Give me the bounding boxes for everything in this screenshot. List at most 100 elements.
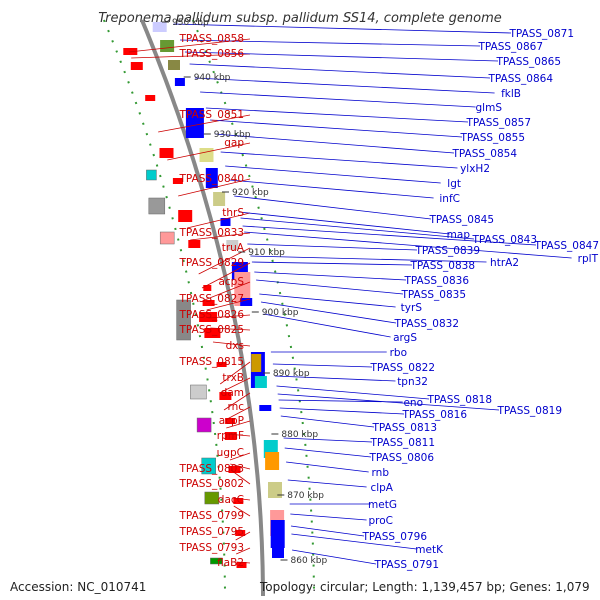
gene-label-dam: dam [221, 387, 244, 399]
connector-line [219, 361, 251, 385]
gene-label-htra2: htrA2 [490, 257, 519, 269]
gene-label-rpmf: rpmF [217, 430, 244, 442]
reverse-gene-feature [235, 530, 246, 536]
gene-label-rnc: rnc [227, 401, 244, 413]
reverse-gene-feature [146, 169, 157, 181]
connector-line [242, 225, 537, 246]
connector-line [233, 497, 251, 501]
scale-label: 900 kbp [262, 308, 299, 318]
gene-label-tpass_0854: TPASS_0854 [451, 148, 517, 160]
gene-label-ylxh2: ylxH2 [460, 163, 490, 175]
gene-label-tpass_0803: TPASS_0803 [178, 463, 244, 475]
gene-label-tpass_0845: TPASS_0845 [428, 214, 494, 226]
gene-label-tpass_0835: TPASS_0835 [400, 289, 466, 301]
gene-label-tpass_0811: TPASS_0811 [369, 437, 435, 449]
connector-line [229, 179, 434, 199]
gene-label-args: argS [393, 332, 417, 344]
connector-line [236, 561, 251, 564]
gene-label-tpass_0871: TPASS_0871 [508, 28, 574, 40]
forward-gene-feature [220, 218, 231, 226]
scale-label: 860 kbp [291, 556, 328, 566]
connector-line [167, 142, 251, 161]
gene-label-metk: metK [415, 544, 444, 556]
reverse-gene-feature [130, 62, 143, 70]
gene-label-tpn32: tpn32 [397, 376, 428, 388]
reverse-gene-feature [202, 300, 215, 306]
connector-line [259, 293, 396, 308]
forward-gene-feature [199, 148, 214, 162]
reverse-gene-feature [196, 417, 212, 433]
gene-label-tyrs: tyrS [401, 302, 423, 314]
gene-label-tpass_0793: TPASS_0793 [178, 542, 244, 554]
connector-line [225, 406, 251, 421]
gene-label-tpass_0791: TPASS_0791 [373, 559, 439, 571]
connector-line [238, 211, 450, 235]
forward-gene-feature [168, 60, 180, 70]
connector-line [184, 51, 499, 62]
scale-label: 930 kbp [214, 130, 251, 140]
gene-features [123, 22, 285, 568]
reverse-gene-feature [201, 457, 216, 475]
connector-line [200, 91, 476, 108]
forward-gene-feature [174, 78, 185, 86]
scale-label: 940 kbp [194, 73, 231, 83]
forward-gene-feature [254, 376, 267, 388]
gene-label-tpass_0838: TPASS_0838 [409, 260, 475, 272]
gene-label-tpass_0802: TPASS_0802 [178, 478, 244, 490]
connector-line [247, 243, 418, 251]
gene-label-tpass_0843: TPASS_0843 [471, 234, 537, 246]
gene-label-acpp: acpP [219, 415, 244, 427]
gene-label-tpass_0813: TPASS_0813 [371, 422, 437, 434]
connector-line [290, 513, 367, 521]
connector-line [173, 23, 512, 34]
connector-line [251, 261, 413, 266]
backbone-arc [140, 19, 265, 596]
gene-label-tpass_0819: TPASS_0819 [496, 405, 562, 417]
reverse-gene-feature [216, 362, 227, 367]
reverse-gene-feature [199, 312, 218, 322]
reverse-gene-feature [148, 197, 166, 215]
gene-label-tpass_0840: TPASS_0840 [178, 173, 244, 185]
forward-gene-feature [268, 482, 282, 498]
gene-label-tpass_0829: TPASS_0829 [178, 257, 244, 269]
gene-label-tpass_0806: TPASS_0806 [368, 452, 434, 464]
connector-line [230, 469, 251, 485]
gene-label-tpass_0867: TPASS_0867 [477, 41, 543, 53]
connector-line [227, 433, 251, 437]
forward-gene-feature [152, 22, 167, 32]
gene-label-tpass_0818: TPASS_0818 [426, 394, 492, 406]
connector-line [278, 399, 403, 403]
gene-label-tpass_0857: TPASS_0857 [465, 117, 531, 129]
connector-line [236, 547, 251, 555]
connector-line [272, 363, 373, 368]
forward-gene-feature [234, 272, 251, 306]
scale-label: 950 kbp [172, 18, 209, 28]
reverse-gene-feature [188, 240, 201, 248]
gene-label-infc: infC [439, 193, 460, 205]
gene-label-flab2: flaB2 [217, 557, 244, 569]
gene-label-gap: gap [224, 137, 244, 149]
gene-label-rplt: rplT [578, 253, 599, 265]
gene-label-tpass_0833: TPASS_0833 [178, 227, 244, 239]
gene-label-rbo: rbo [390, 347, 407, 359]
forward-gene-feature [185, 108, 204, 138]
gene-label-tpass_0827: TPASS_0827 [178, 293, 244, 305]
scale-label: 890 kbp [273, 369, 310, 379]
connector-line [287, 479, 367, 488]
forward-gene-feature [251, 354, 262, 372]
gene-label-tpass_0826: TPASS_0826 [178, 309, 244, 321]
gene-label-tpass_0855: TPASS_0855 [459, 132, 525, 144]
reverse-gene-feature [204, 491, 220, 505]
gene-label-tpass_0799: TPASS_0799 [178, 510, 244, 522]
connector-line [230, 463, 251, 470]
genome-backbone [140, 19, 265, 596]
reverse-gene-feature [219, 392, 232, 400]
gene-label-tpass_0839: TPASS_0839 [414, 245, 480, 257]
connector-line [205, 107, 469, 123]
label-connectors [128, 23, 572, 565]
gene-label-clpa: clpA [370, 482, 393, 494]
dotted-track-1 [102, 19, 226, 596]
connector-line [226, 420, 251, 429]
